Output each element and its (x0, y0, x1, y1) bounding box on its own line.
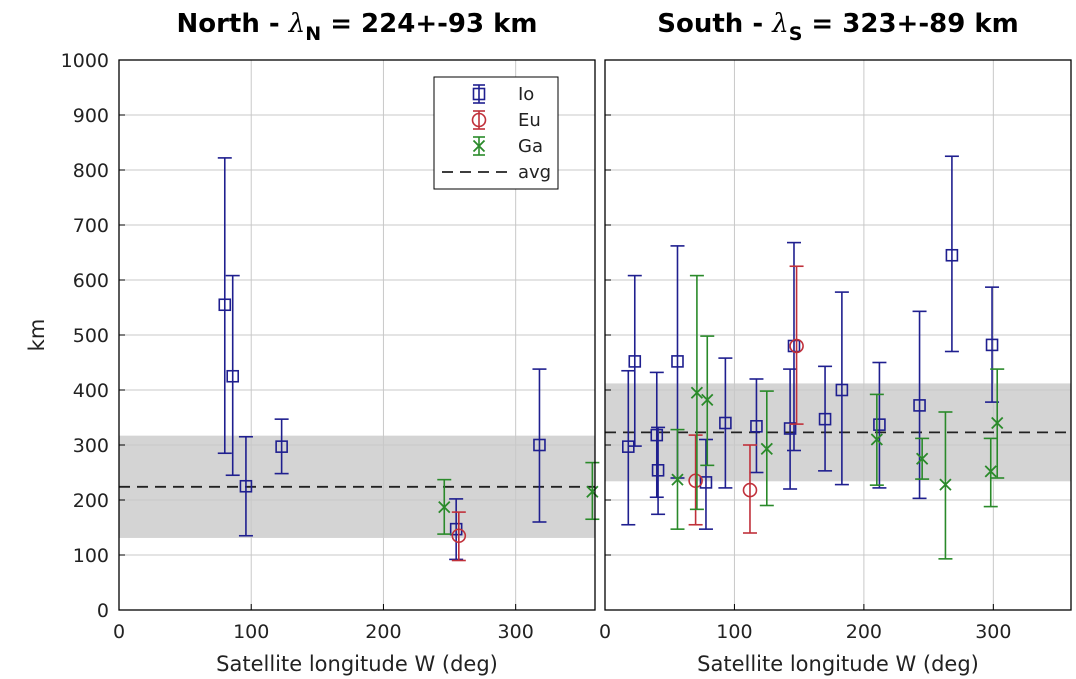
data-point (671, 355, 684, 368)
data-point (701, 393, 714, 407)
legend-label-eu: Eu (518, 110, 541, 131)
north-y-tick-label: 300 (73, 435, 109, 457)
north-y-tick-label: 700 (73, 215, 109, 237)
data-point (438, 501, 451, 514)
legend-box (433, 76, 559, 190)
data-point (939, 478, 952, 491)
north-y-tick-label: 400 (73, 380, 109, 402)
data-point (870, 433, 883, 446)
south-x-tick-label: 300 (975, 621, 1011, 643)
north-y-tick-label: 900 (73, 105, 109, 127)
data-point (873, 418, 886, 431)
data-point (275, 440, 288, 453)
data-point (651, 463, 665, 477)
north-title-value: = 224+-93 km (321, 9, 537, 39)
north-y-tick-label: 200 (73, 490, 109, 512)
data-point (628, 355, 642, 368)
data-point (688, 473, 703, 489)
data-point (218, 298, 232, 312)
south-x-tick-label: 200 (846, 621, 882, 643)
south-title-subscript: S (789, 23, 803, 45)
north-x-axis-label: Satellite longitude W (deg) (216, 652, 498, 676)
south-x-tick-label: 100 (716, 621, 752, 643)
south-x-axis-label: Satellite longitude W (deg) (697, 652, 979, 676)
north-y-tick-label: 100 (73, 545, 109, 567)
south-title-prefix: South - (657, 9, 772, 39)
data-point (671, 473, 684, 486)
data-point (783, 422, 797, 435)
data-point (985, 338, 999, 352)
data-point (760, 442, 773, 455)
data-point (945, 248, 959, 262)
data-point (984, 465, 997, 478)
legend-marker-eu (471, 112, 487, 128)
south-series-ga (670, 274, 1005, 560)
data-point (789, 338, 804, 354)
data-point (818, 412, 832, 426)
data-point (916, 452, 929, 465)
north-x-tick-label: 200 (365, 621, 401, 643)
south-title-value: = 323+-89 km (802, 9, 1018, 39)
south-x-tick-label: 0 (599, 621, 611, 643)
north-title-prefix: North - (176, 9, 288, 39)
north-x-tick-label: 0 (113, 621, 125, 643)
data-point (835, 383, 849, 397)
north-x-tick-label: 100 (233, 621, 269, 643)
north-title-lambda: λ (288, 9, 305, 39)
data-point (239, 479, 253, 493)
north-y-tick-label: 500 (73, 325, 109, 347)
north-y-axis-label: km (25, 319, 49, 352)
data-point (742, 482, 758, 498)
north-y-tick-label: 1000 (61, 50, 109, 72)
legend-label-ga: Ga (518, 136, 543, 157)
north-panel: North - λN = 224+-93 km Satellite longit… (25, 9, 600, 676)
data-point (913, 399, 926, 412)
north-title-subscript: N (305, 23, 321, 45)
data-point (719, 416, 732, 430)
data-point (750, 419, 763, 433)
data-point (226, 369, 240, 383)
north-y-tick-label: 600 (73, 270, 109, 292)
data-point (690, 386, 704, 399)
north-y-tick-label: 0 (97, 600, 109, 622)
data-point (533, 438, 546, 452)
north-series-ga (437, 461, 600, 535)
north-series-io (217, 157, 547, 561)
legend-marker-io (472, 87, 486, 101)
south-title: South - λS = 323+-89 km (657, 9, 1018, 45)
legend-label-io: Io (518, 84, 534, 105)
south-series-io (621, 155, 1000, 530)
legend: Io Eu Ga avg (433, 76, 559, 190)
data-point (586, 485, 599, 498)
south-panel: South - λS = 323+-89 km Satellite longit… (599, 9, 1072, 676)
data-point (699, 476, 713, 489)
legend-label-avg: avg (518, 162, 551, 183)
south-series-eu (688, 265, 804, 534)
data-point (451, 528, 467, 544)
north-title: North - λN = 224+-93 km (176, 9, 537, 45)
north-x-tick-label: 300 (498, 621, 534, 643)
data-point (650, 428, 664, 442)
legend-marker-ga (472, 139, 486, 153)
data-point (991, 416, 1004, 430)
south-title-lambda: λ (771, 9, 788, 39)
north-y-tick-label: 800 (73, 160, 109, 182)
north-series-eu (451, 511, 467, 562)
